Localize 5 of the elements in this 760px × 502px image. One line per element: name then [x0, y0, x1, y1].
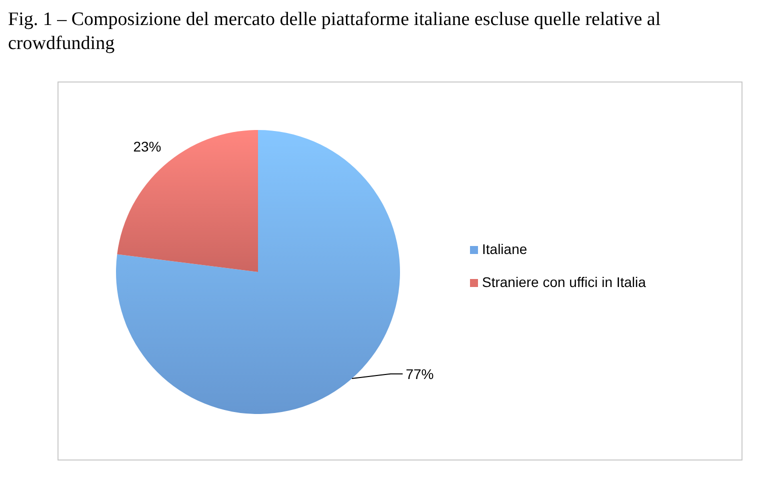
data-label: 77%	[406, 366, 434, 382]
legend-label: Straniere con uffici in Italia	[482, 274, 646, 290]
data-label: 23%	[133, 138, 162, 154]
legend-label: Italiane	[482, 241, 528, 257]
chart-title: Fig. 1 – Composizione del mercato delle piattaforme italiane escluse quelle relative al crowdfunding	[8, 8, 662, 56]
